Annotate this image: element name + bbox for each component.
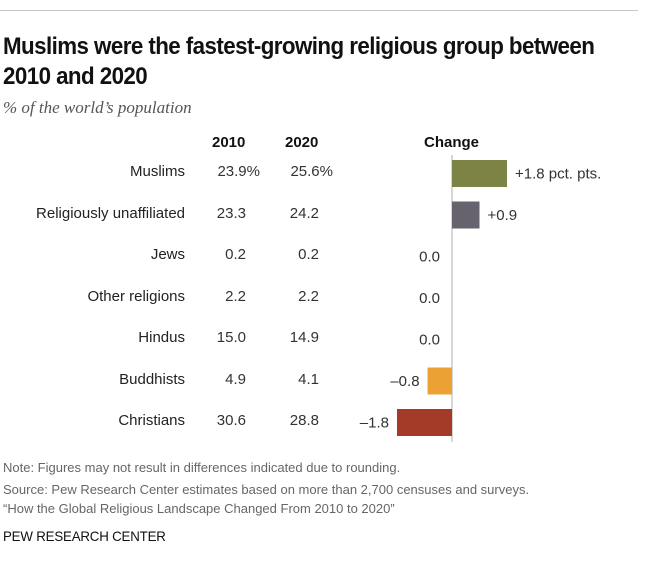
row-label: Muslims — [130, 163, 185, 180]
value-2010: 2.2 — [225, 287, 246, 305]
change-bar — [452, 160, 507, 187]
row-label: Jews — [150, 246, 185, 263]
top-rule — [0, 10, 638, 11]
column-header-2020: 2020 — [285, 134, 319, 151]
value-2010: 30.6 — [216, 412, 246, 429]
value-2020: 25.6% — [290, 163, 333, 180]
chart-subtitle: % of the world’s population — [3, 98, 192, 117]
change-label: 0.0 — [419, 290, 440, 307]
value-2020: 0.2 — [298, 246, 319, 263]
row-label: Christians — [118, 412, 185, 429]
footer-report-title: “How the Global Religious Landscape Chan… — [3, 501, 395, 516]
value-2020: 4.1 — [298, 370, 319, 388]
row-label: Hindus — [138, 329, 185, 346]
change-label: 0.0 — [419, 332, 440, 349]
change-bar — [452, 201, 480, 229]
column-header-change: Change — [424, 134, 480, 151]
value-2020: 14.9 — [289, 329, 319, 346]
value-2010: 4.9 — [225, 370, 246, 388]
row-label: Buddhists — [119, 370, 185, 388]
change-label: –1.8 — [360, 415, 389, 432]
value-2010: 0.2 — [225, 246, 246, 263]
chart-title: Muslims were the fastest-growing religio… — [3, 33, 595, 90]
change-label: +1.8 pct. pts. — [515, 166, 601, 183]
value-2020: 2.2 — [298, 287, 319, 305]
row-label: Religiously unaffiliated — [36, 204, 185, 222]
value-2010: 23.3 — [216, 204, 246, 222]
value-2020: 24.2 — [289, 204, 319, 222]
value-2010: 15.0 — [216, 329, 246, 346]
change-label: –0.8 — [390, 373, 419, 390]
value-2010: 23.9% — [217, 163, 260, 180]
brand-logo-text: PEW RESEARCH CENTER — [3, 528, 166, 544]
column-header-2010: 2010 — [212, 134, 246, 151]
change-label: 0.0 — [419, 249, 440, 266]
change-bar — [397, 409, 452, 436]
change-bar — [427, 367, 452, 395]
change-label: +0.9 — [488, 207, 518, 224]
row-label: Other religions — [87, 287, 185, 305]
footer-source: Source: Pew Research Center estimates ba… — [3, 482, 530, 497]
footer-note: Note: Figures may not result in differen… — [3, 460, 401, 475]
value-2020: 28.8 — [289, 412, 319, 429]
